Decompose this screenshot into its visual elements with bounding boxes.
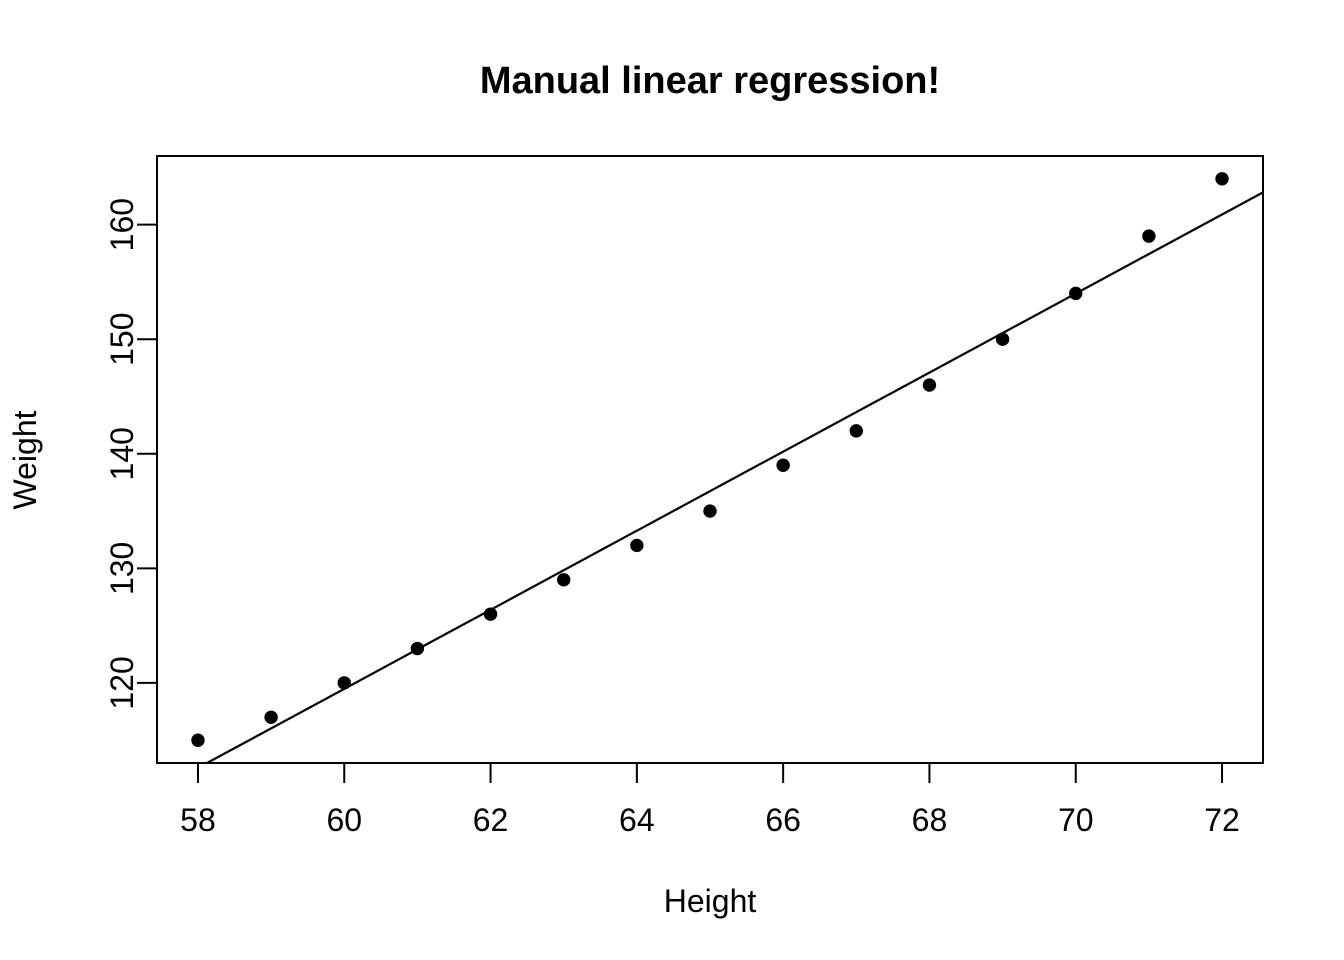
y-axis-label: Weight <box>7 410 43 509</box>
y-tick-label: 160 <box>104 198 140 251</box>
data-point <box>1069 286 1083 301</box>
x-tick-label: 70 <box>1058 802 1094 838</box>
data-point <box>703 504 717 518</box>
y-tick-label: 150 <box>104 313 140 366</box>
x-tick-label: 64 <box>619 802 655 838</box>
y-tick-label: 120 <box>104 656 140 709</box>
regression-line <box>206 191 1264 764</box>
x-tick-label: 68 <box>912 802 948 838</box>
data-point <box>337 676 351 690</box>
data-point <box>483 607 498 621</box>
data-point <box>849 424 863 438</box>
data-point <box>995 332 1010 346</box>
data-point <box>264 710 278 724</box>
x-tick-label: 62 <box>473 802 509 838</box>
x-tick-label: 60 <box>326 802 362 838</box>
data-point <box>191 733 205 747</box>
data-point <box>1142 229 1156 243</box>
data-point <box>922 378 937 392</box>
x-tick-label: 66 <box>765 802 801 838</box>
plot-box-border <box>156 155 1264 764</box>
x-tick-label: 58 <box>180 802 216 838</box>
data-point <box>410 641 425 656</box>
x-tick-label: 72 <box>1204 802 1240 838</box>
data-point <box>630 538 644 553</box>
y-tick-label: 130 <box>104 542 140 595</box>
y-tick-label: 140 <box>104 427 140 480</box>
data-point <box>776 458 790 472</box>
data-point <box>1215 172 1229 186</box>
chart-title: Manual linear regression! <box>480 60 940 102</box>
data-point <box>557 573 571 587</box>
x-axis-label: Height <box>664 883 757 919</box>
